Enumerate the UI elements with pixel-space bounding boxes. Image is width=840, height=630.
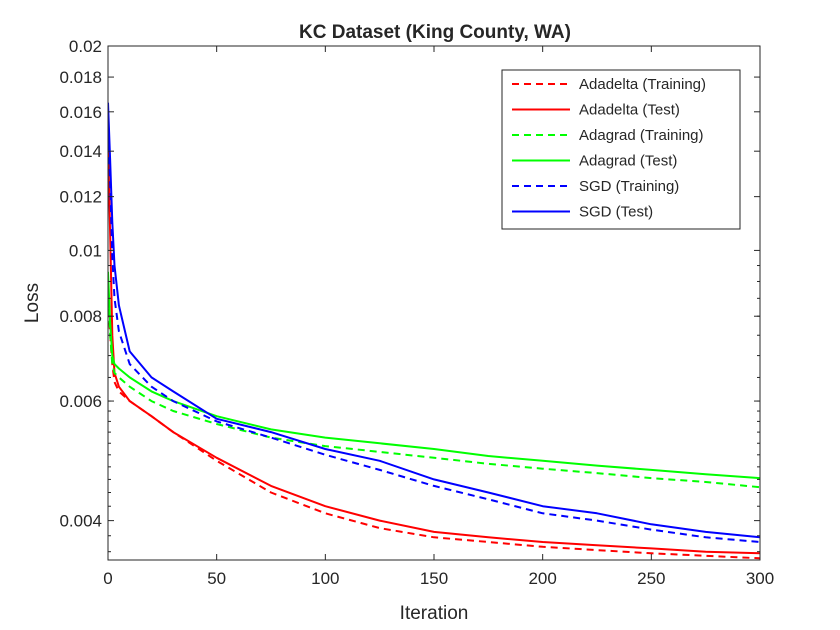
y-tick-label: 0.006 [59,392,102,411]
y-tick-label: 0.01 [69,241,102,260]
x-tick-label: 300 [746,569,774,588]
y-tick-label: 0.014 [59,142,102,161]
x-tick-label: 0 [103,569,112,588]
y-tick-label: 0.018 [59,68,102,87]
y-tick-label: 0.004 [59,512,102,531]
x-axis: 0 50 100 150 200 250 300 [103,46,774,588]
y-axis-title: Loss [22,283,43,323]
legend-entry-label: Adagrad (Training) [579,127,704,144]
x-axis-title: Iteration [400,603,469,624]
legend-box [501,69,741,230]
series-line-adagrad-training [108,284,760,489]
series-layer [108,102,760,560]
series-line-adadelta-training [108,298,760,560]
y-tick-label: 0.012 [59,188,102,207]
legend: Adadelta (Training) Adadelta (Test) Adagra… [501,69,741,230]
series-line-sgd-test [108,102,760,539]
legend-entry-label: SGD (Test) [579,204,653,221]
x-tick-label: 100 [311,569,339,588]
x-tick-label: 150 [420,569,448,588]
x-tick-label: 200 [528,569,556,588]
legend-entry-label: Adadelta (Training) [579,76,706,93]
chart-title: KC Dataset (King County, WA) [299,22,571,43]
legend-entry-label: Adagrad (Test) [579,153,677,170]
y-tick-label: 0.008 [59,307,102,326]
y-tick-label: 0.02 [69,37,102,56]
x-tick-label: 250 [637,569,665,588]
y-tick-label: 0.016 [59,103,102,122]
y-axis: 0.004 0.006 0.008 0.01 0.012 0.014 0.016 0.018 0… [59,37,760,553]
legend-entry-label: SGD (Training) [579,178,679,195]
series-line-adagrad-test [108,271,760,480]
x-tick-label: 50 [207,569,226,588]
legend-entry-label: Adadelta (Test) [579,102,680,119]
series-line-sgd-training [108,121,760,543]
